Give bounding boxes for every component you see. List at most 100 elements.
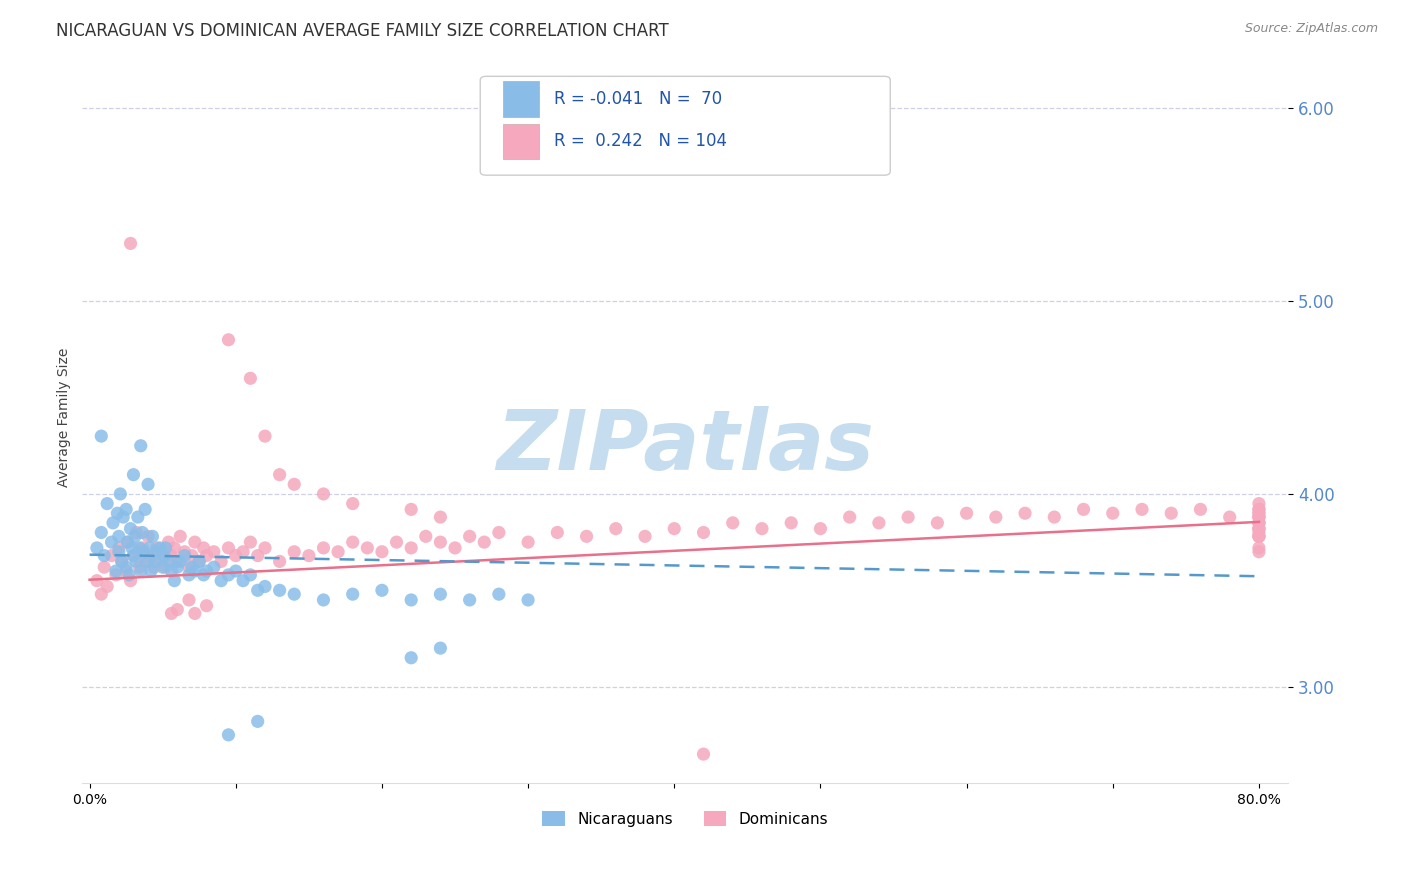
Point: [112, 510, 135, 524]
Point: [145, 554, 167, 568]
Point: [399, 650, 422, 665]
Y-axis label: Average Family Size: Average Family Size: [58, 347, 72, 486]
Point: [429, 587, 451, 601]
Point: [108, 541, 131, 555]
Point: [664, 522, 686, 536]
Point: [415, 529, 437, 543]
Point: [1101, 506, 1123, 520]
Point: [312, 487, 335, 501]
Point: [399, 541, 422, 555]
Point: [90, 429, 112, 443]
Point: [163, 574, 186, 588]
Point: [283, 587, 305, 601]
Point: [1247, 522, 1270, 536]
Point: [188, 554, 211, 568]
Point: [173, 545, 195, 559]
Point: [253, 541, 276, 555]
Point: [575, 529, 598, 543]
Point: [246, 583, 269, 598]
Point: [136, 554, 159, 568]
Point: [125, 525, 148, 540]
Point: [1247, 529, 1270, 543]
Point: [458, 529, 481, 543]
Point: [1160, 506, 1182, 520]
Point: [86, 574, 108, 588]
Point: [138, 541, 160, 555]
Point: [385, 535, 408, 549]
Point: [927, 516, 949, 530]
Point: [634, 529, 657, 543]
Point: [371, 545, 394, 559]
Point: [180, 560, 202, 574]
Point: [246, 549, 269, 563]
Point: [131, 525, 153, 540]
Point: [1219, 510, 1241, 524]
Point: [108, 545, 131, 559]
Point: [152, 560, 174, 574]
Point: [253, 579, 276, 593]
Point: [225, 564, 247, 578]
Point: [166, 554, 188, 568]
Point: [184, 564, 207, 578]
Point: [100, 535, 122, 549]
Point: [96, 497, 118, 511]
Point: [134, 554, 156, 568]
Point: [326, 545, 349, 559]
Point: [128, 541, 150, 555]
Point: [157, 554, 180, 568]
Point: [131, 541, 153, 555]
Point: [195, 564, 218, 578]
Point: [120, 574, 142, 588]
Point: [1247, 525, 1270, 540]
Point: [127, 510, 149, 524]
Point: [1043, 510, 1066, 524]
Point: [139, 564, 162, 578]
Point: [298, 549, 321, 563]
Point: [399, 502, 422, 516]
Legend: Nicaraguans, Dominicans: Nicaraguans, Dominicans: [543, 811, 828, 827]
Point: [155, 541, 177, 555]
Point: [132, 545, 155, 559]
Point: [780, 516, 803, 530]
Point: [157, 535, 180, 549]
Point: [1247, 529, 1270, 543]
Point: [209, 574, 232, 588]
Point: [429, 535, 451, 549]
Point: [342, 497, 364, 511]
Point: [692, 747, 714, 761]
Point: [225, 549, 247, 563]
Point: [202, 560, 225, 574]
Point: [105, 506, 128, 520]
Point: [399, 593, 422, 607]
FancyBboxPatch shape: [503, 124, 540, 159]
Point: [166, 560, 188, 574]
Point: [312, 593, 335, 607]
Point: [129, 564, 152, 578]
Point: [128, 560, 150, 574]
Point: [488, 587, 510, 601]
Point: [166, 602, 188, 616]
Point: [153, 549, 176, 563]
Point: [134, 502, 156, 516]
Point: [1247, 516, 1270, 530]
Point: [129, 439, 152, 453]
Point: [90, 525, 112, 540]
Point: [955, 506, 977, 520]
Text: ZIPatlas: ZIPatlas: [496, 406, 875, 487]
Point: [184, 607, 207, 621]
Point: [605, 522, 627, 536]
Point: [149, 554, 172, 568]
Point: [721, 516, 744, 530]
Point: [371, 583, 394, 598]
Point: [342, 535, 364, 549]
Point: [1247, 516, 1270, 530]
Point: [342, 587, 364, 601]
Point: [1247, 545, 1270, 559]
Point: [239, 371, 262, 385]
Point: [217, 568, 239, 582]
Point: [122, 467, 145, 482]
Point: [751, 522, 773, 536]
Point: [429, 510, 451, 524]
Point: [1247, 522, 1270, 536]
Point: [195, 599, 218, 613]
